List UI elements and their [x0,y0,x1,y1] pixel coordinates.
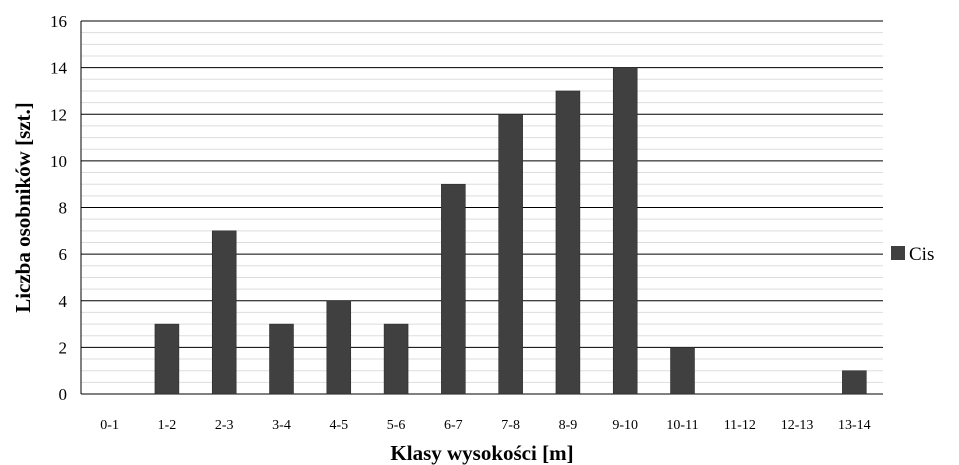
y-tick-label-0: 0 [59,385,68,404]
bar-10-11 [670,347,695,395]
x-tick-labels: 0-1 1-2 2-3 3-4 4-5 5-6 6-7 7-8 8-9 9-10 10-11 11-1… [100,418,870,433]
legend-label-cis: Cis [909,244,934,265]
bar-1-2 [154,323,180,395]
x-tick-label-8-9: 8-9 [559,418,578,433]
bar-5-6 [383,323,409,395]
x-tick-label-4-5: 4-5 [329,418,348,433]
x-tick-label-13-14: 13-14 [838,418,871,433]
y-tick-label-10: 10 [50,152,67,171]
x-tick-label-6-7: 6-7 [444,418,463,433]
x-tick-label-9-10: 9-10 [612,418,638,433]
x-tick-label-7-8: 7-8 [501,418,520,433]
x-tick-label-11-12: 11-12 [724,418,756,433]
bar-3-4 [269,323,294,395]
bar-13-14 [842,370,867,395]
bar-6-7 [441,183,466,395]
bar-7-8 [498,114,523,395]
x-tick-label-5-6: 5-6 [387,418,406,433]
bars [154,67,867,395]
y-tick-label-8: 8 [59,199,68,218]
x-tick-label-12-13: 12-13 [781,418,814,433]
y-tick-label-16: 16 [50,12,67,31]
y-axis-title: Liczba osobników [szt.] [11,102,35,313]
x-tick-label-1-2: 1-2 [158,418,177,433]
bar-2-3 [211,230,237,395]
y-tick-label-12: 12 [50,105,67,124]
y-tick-labels: 0 2 4 6 8 10 12 14 16 [50,12,68,404]
bar-8-9 [555,90,581,395]
x-tick-label-10-11: 10-11 [666,418,698,433]
x-tick-label-3-4: 3-4 [272,418,291,433]
y-tick-label-2: 2 [59,338,68,357]
y-tick-label-6: 6 [59,245,68,264]
x-tick-label-2-3: 2-3 [215,418,234,433]
legend: Cis [891,244,934,265]
legend-swatch-cis [891,246,905,260]
x-axis-title: Klasy wysokości [m] [390,441,573,465]
y-tick-label-4: 4 [59,292,68,311]
y-tick-label-14: 14 [50,59,68,78]
bar-4-5 [326,300,352,395]
bar-9-10 [612,67,638,395]
x-tick-label-0-1: 0-1 [100,418,119,433]
